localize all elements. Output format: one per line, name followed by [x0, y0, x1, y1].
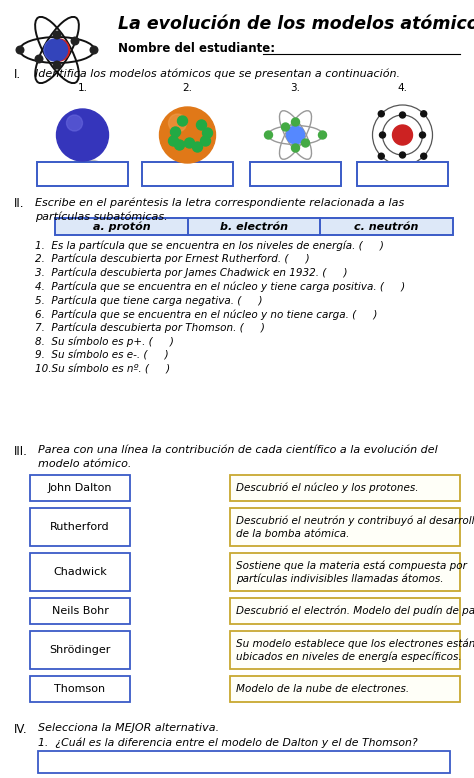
Circle shape	[421, 110, 427, 117]
Text: Thomson: Thomson	[55, 684, 106, 694]
Text: Rutherford: Rutherford	[50, 522, 110, 532]
Bar	[37, 162, 128, 186]
Text: 1.  Es la partícula que se encuentra en los niveles de energía. (      ): 1. Es la partícula que se encuentra en l…	[35, 240, 384, 251]
Text: Descubrió el neutrón y contribuyó al desarrollo
de la bomba atómica.: Descubrió el neutrón y contribuyó al des…	[236, 515, 474, 538]
Text: 6.  Partícula que se encuentra en el núcleo y no tiene carga. (      ): 6. Partícula que se encuentra en el núcl…	[35, 309, 377, 320]
Text: 4.: 4.	[398, 83, 408, 93]
Bar	[230, 631, 460, 669]
Circle shape	[46, 39, 67, 61]
Text: Sostiene que la materia está compuesta por
partículas indivisibles llamadas átom: Sostiene que la materia está compuesta p…	[236, 560, 467, 584]
Circle shape	[168, 114, 186, 132]
Circle shape	[174, 140, 184, 150]
Circle shape	[380, 132, 385, 138]
Text: 2.  Partícula descubierta por Ernest Rutherford. (      ): 2. Partícula descubierta por Ernest Ruth…	[35, 254, 310, 265]
Text: c. neutrón: c. neutrón	[355, 222, 419, 232]
Bar	[30, 598, 130, 624]
Text: John Dalton: John Dalton	[48, 483, 112, 493]
Text: 1.  ¿Cuál es la diferencia entre el modelo de Dalton y el de Thomson?: 1. ¿Cuál es la diferencia entre el model…	[38, 737, 418, 748]
Bar	[30, 631, 130, 669]
Text: 9.  Su símbolo es e-. (      ): 9. Su símbolo es e-. ( )	[35, 350, 169, 360]
Text: 5.  Partícula que tiene carga negativa. (      ): 5. Partícula que tiene carga negativa. (…	[35, 295, 263, 306]
Text: 4.  Partícula que se encuentra en el núcleo y tiene carga positiva. (      ): 4. Partícula que se encuentra en el núcl…	[35, 282, 405, 292]
Circle shape	[66, 115, 82, 131]
Text: Descubrió el electrón. Modelo del pudín de pasas.: Descubrió el electrón. Modelo del pudín …	[236, 606, 474, 616]
Circle shape	[264, 131, 273, 139]
Ellipse shape	[74, 159, 99, 166]
Bar	[230, 598, 460, 624]
Text: 10.Su símbolo es nº. (      ): 10.Su símbolo es nº. ( )	[35, 364, 170, 374]
Text: II.: II.	[14, 197, 25, 210]
Circle shape	[177, 116, 188, 126]
Circle shape	[301, 139, 310, 147]
Text: 1.: 1.	[78, 83, 88, 93]
Bar	[55, 218, 453, 235]
Circle shape	[201, 136, 210, 146]
Text: 3.  Partícula descubierta por James Chadwick en 1932. (      ): 3. Partícula descubierta por James Chadw…	[35, 268, 347, 278]
Circle shape	[53, 61, 61, 68]
Text: IV.: IV.	[14, 723, 27, 736]
Text: La evolución de los modelos atómicos: La evolución de los modelos atómicos	[118, 15, 474, 33]
Text: III.: III.	[14, 445, 28, 458]
Bar	[250, 162, 341, 186]
Circle shape	[378, 153, 384, 159]
Text: Modelo de la nube de electrones.: Modelo de la nube de electrones.	[236, 684, 409, 694]
Circle shape	[16, 46, 24, 54]
Circle shape	[378, 110, 384, 117]
Text: Neils Bohr: Neils Bohr	[52, 606, 109, 616]
Bar	[230, 475, 460, 501]
Circle shape	[184, 138, 194, 148]
Bar	[30, 553, 130, 591]
Circle shape	[419, 132, 426, 138]
Text: Selecciona la MEJOR alternativa.: Selecciona la MEJOR alternativa.	[38, 723, 219, 733]
Bar	[30, 508, 130, 546]
Text: Descubrió el núcleo y los protones.: Descubrió el núcleo y los protones.	[236, 483, 419, 493]
Text: Shrödinger: Shrödinger	[49, 645, 111, 655]
Circle shape	[47, 39, 69, 61]
Bar	[142, 162, 233, 186]
Text: Nombre del estudiante:: Nombre del estudiante:	[118, 42, 275, 55]
Text: Su modelo establece que los electrones están
ubicados en niveles de energía espe: Su modelo establece que los electrones e…	[236, 638, 474, 662]
Text: I.: I.	[14, 68, 21, 81]
Text: b. electrón: b. electrón	[220, 222, 288, 232]
Circle shape	[197, 120, 207, 130]
Text: Chadwick: Chadwick	[53, 567, 107, 577]
Circle shape	[159, 107, 216, 163]
Text: 8.  Su símbolo es p+. (      ): 8. Su símbolo es p+. ( )	[35, 337, 174, 347]
Circle shape	[171, 127, 181, 137]
Circle shape	[192, 142, 202, 152]
Circle shape	[400, 112, 405, 118]
Text: 3.: 3.	[291, 83, 301, 93]
Bar	[30, 676, 130, 702]
Bar	[30, 475, 130, 501]
Text: 7.  Partícula descubierta por Thomson. (      ): 7. Partícula descubierta por Thomson. ( …	[35, 323, 265, 333]
Text: Parea con una línea la contribución de cada científico a la evolución del
modelo: Parea con una línea la contribución de c…	[38, 445, 438, 469]
Circle shape	[168, 136, 179, 146]
Bar	[357, 162, 448, 186]
Text: Escribe en el paréntesis la letra correspondiente relacionada a las
partículas s: Escribe en el paréntesis la letra corres…	[35, 197, 404, 223]
Circle shape	[286, 126, 304, 144]
Text: a. protón: a. protón	[92, 222, 150, 233]
Circle shape	[319, 131, 327, 139]
Text: Identifica los modelos atómicos que se presentan a continuación.: Identifica los modelos atómicos que se p…	[35, 68, 400, 79]
Bar	[230, 553, 460, 591]
Text: 2.: 2.	[182, 83, 192, 93]
Circle shape	[392, 125, 412, 145]
Circle shape	[421, 153, 427, 159]
Bar	[38, 751, 450, 773]
Circle shape	[53, 31, 61, 39]
Circle shape	[44, 39, 66, 61]
Circle shape	[90, 46, 98, 54]
Circle shape	[292, 118, 300, 126]
Bar	[230, 508, 460, 546]
Circle shape	[47, 39, 70, 61]
Circle shape	[292, 144, 300, 152]
Circle shape	[202, 128, 212, 138]
Bar	[230, 676, 460, 702]
Circle shape	[35, 55, 43, 63]
Circle shape	[400, 152, 405, 158]
Circle shape	[71, 37, 79, 45]
Circle shape	[56, 109, 109, 161]
Circle shape	[282, 123, 290, 131]
